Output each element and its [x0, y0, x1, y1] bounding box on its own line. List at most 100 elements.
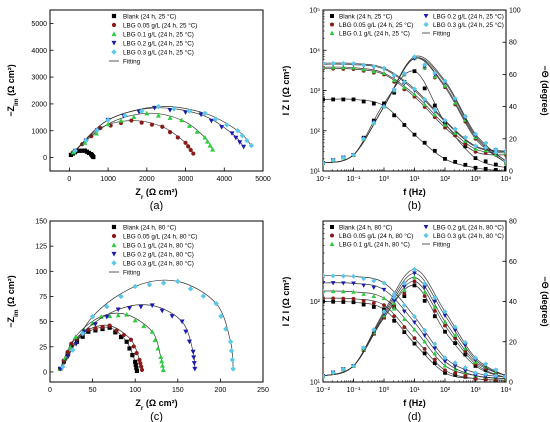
phase-point [452, 324, 458, 330]
impedance-point [412, 92, 417, 97]
legend-swatch [111, 251, 117, 257]
impedance-point [381, 287, 387, 293]
data-point [155, 103, 162, 110]
impedance-point [422, 346, 427, 351]
phase-point [442, 313, 448, 318]
data-point [149, 303, 155, 309]
impedance-point [361, 302, 366, 307]
impedance-point [341, 296, 346, 301]
impedance-point [341, 97, 346, 102]
data-point [213, 300, 219, 307]
x-tick-label: 3000 [178, 176, 194, 183]
impedance-point [361, 276, 367, 282]
y2-axis-label: −Θ (degree) [540, 65, 550, 115]
y-tick-label: 150 [35, 219, 47, 226]
data-point [191, 361, 197, 366]
phase-point [422, 289, 427, 295]
x-axis-label: f (Hz) [403, 187, 426, 197]
data-point [134, 365, 139, 371]
phase-point [442, 319, 448, 324]
impedance-point [412, 341, 417, 346]
chart-panel-d: 10⁻² 10⁻¹ 10⁰ 10¹ 10² 10³ 10⁴ 10¹ 10² 0 20 40 60 80 −Θ… [281, 219, 550, 422]
legend-swatch [111, 22, 117, 28]
phase-point [391, 298, 397, 303]
phase-point [503, 158, 506, 164]
y-axis-label: −Zim (Ω cm²) [6, 275, 20, 328]
y-tick-label: 5000 [31, 21, 47, 28]
y-tick-label: 10¹ [310, 380, 321, 387]
legend-label: LBG 0.05 g/L (24 h, 80 °C) [339, 232, 413, 240]
x-tick-label: 10² [440, 176, 451, 183]
y2-tick-label: 20 [509, 136, 517, 143]
x-tick-label: 10⁻¹ [347, 387, 361, 394]
impedance-point [443, 156, 447, 161]
phase-point [442, 309, 448, 315]
legend: Blank (24 h, 80 °C)LBG 0.05 g/L (24 h, 8… [109, 224, 197, 277]
impedance-point [432, 107, 438, 113]
impedance-point [381, 295, 387, 301]
fit-line-impedance [323, 63, 506, 153]
phase-point [323, 160, 326, 166]
impedance-point [463, 162, 468, 167]
data-point [134, 368, 140, 374]
impedance-point [391, 306, 397, 311]
series-layer [68, 103, 255, 160]
legend-swatch [330, 233, 334, 238]
data-point [89, 313, 96, 320]
data-point [138, 304, 144, 310]
panel-caption: (c) [150, 411, 163, 422]
data-point [149, 329, 155, 334]
impedance-point [442, 363, 448, 368]
impedance-point [340, 273, 346, 279]
data-point [133, 359, 138, 364]
impedance-point [432, 361, 437, 365]
impedance-point [432, 341, 438, 347]
data-point [73, 334, 79, 339]
phase-point [452, 96, 458, 102]
impedance-point [422, 333, 427, 338]
legend-label: LBG 0.2 g/L (24 h, 80 °C) [433, 224, 504, 232]
data-point [183, 329, 189, 335]
impedance-point [483, 374, 488, 379]
data-point [127, 346, 132, 351]
x-tick-label: 10¹ [409, 176, 420, 183]
data-point [159, 363, 165, 368]
impedance-point [422, 96, 428, 102]
phase-point [463, 144, 468, 149]
impedance-point [463, 138, 468, 143]
y2-tick-label: 60 [509, 259, 517, 266]
phase-point [402, 291, 407, 296]
impedance-point [361, 62, 367, 68]
data-point [122, 112, 128, 119]
phase-point [432, 294, 438, 300]
y2-tick-label: 40 [509, 299, 517, 306]
legend-label: LBG 0.05 g/L (24 h, 80 °C) [123, 233, 197, 241]
data-point [179, 319, 185, 325]
y-tick-label: 2000 [31, 101, 47, 108]
data-point [239, 132, 246, 139]
data-point [158, 354, 164, 359]
data-point [194, 129, 200, 134]
phase-point [462, 113, 468, 119]
phase-point [432, 304, 438, 309]
data-point [80, 148, 85, 153]
impedance-point [323, 299, 325, 304]
data-point [131, 114, 137, 119]
data-point [104, 314, 110, 320]
impedance-point [422, 102, 427, 107]
legend-swatch [330, 225, 334, 229]
legend-swatch [111, 31, 117, 37]
phase-point [473, 131, 478, 137]
data-point [213, 116, 219, 122]
data-point [132, 317, 138, 323]
data-point [175, 278, 181, 285]
phase-point [422, 285, 427, 290]
x-tick-label: 10⁰ [379, 386, 390, 394]
impedance-point [432, 112, 438, 117]
y-tick-label: 10¹ [310, 169, 321, 176]
phase-point [493, 149, 499, 155]
legend-label: Blank (24 h, 80 °C) [123, 224, 176, 232]
y-tick-label: 10⁵ [309, 8, 320, 15]
data-point [204, 138, 210, 144]
